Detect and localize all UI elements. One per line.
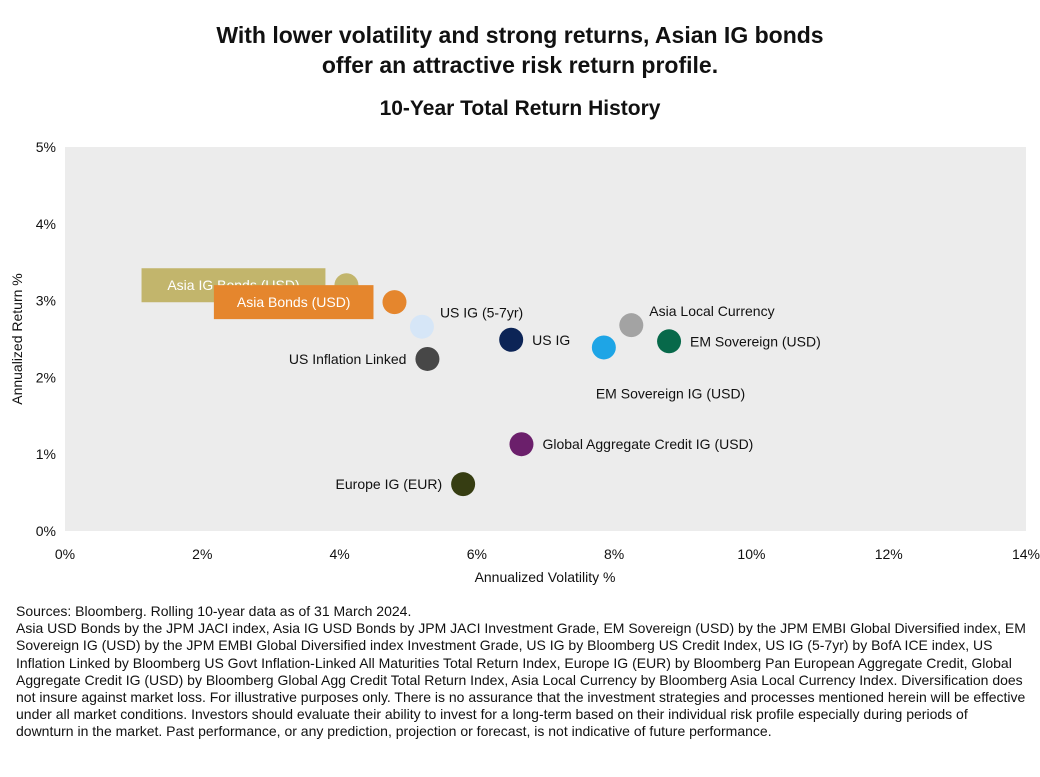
source-line: Sources: Bloomberg. Rolling 10-year data… [16,603,412,619]
point-us-ig [499,327,524,352]
point-label-em-sovereign-usd: EM Sovereign (USD) [690,333,821,349]
plot-area [65,147,1026,531]
y-tick-label: 5% [36,139,56,155]
y-axis-label: Annualized Return % [9,273,25,405]
x-tick-label: 10% [737,546,765,562]
headline: With lower volatility and strong returns… [0,20,1040,80]
x-tick-label: 14% [1012,546,1040,562]
point-label-us-ig: US IG [532,332,570,348]
x-tick-label: 8% [604,546,624,562]
x-tick-label: 2% [192,546,212,562]
point-label-asia-bonds-usd: Asia Bonds (USD) [237,294,351,310]
y-axis-ticks: 0% 1% 2% 3% 4% 5% [36,139,56,539]
point-global-aggregate-credit-ig-usd [509,432,534,457]
headline-line-2: offer an attractive risk return profile. [321,52,719,78]
x-tick-label: 4% [329,546,349,562]
x-tick-label: 12% [875,546,903,562]
scatter-chart: 0%1%2%3%4%5% 0% 2% 4% 6% 8% 10% 12% 14% Asia IG… [9,139,1040,585]
point-em-sovereign-usd [657,329,682,354]
point-asia-local-currency [619,313,644,338]
point-us-ig-5-7yr [409,314,434,339]
y-tick-label: 4% [36,216,56,232]
y-tick-label: 2% [36,369,56,385]
source-notes: Sources: Bloomberg. Rolling 10-year data… [16,603,1028,741]
point-em-sovereign-ig-usd [591,335,616,360]
point-label-asia-local-currency: Asia Local Currency [649,303,774,319]
point-label-global-aggregate-credit-ig-usd: Global Aggregate Credit IG (USD) [542,436,753,452]
headline-line-1: With lower volatility and strong returns… [216,22,824,48]
y-tick-label: 3% [36,293,56,309]
x-tick-label: 0% [55,546,75,562]
point-label-europe-ig-eur: Europe IG (EUR) [336,476,443,492]
x-axis-label: Annualized Volatility % [475,569,616,585]
point-label-us-ig-5-7yr: US IG (5-7yr) [440,305,523,321]
point-us-inflation-linked [415,346,440,371]
chart-title: 10-Year Total Return History [379,97,661,120]
source-body: Asia USD Bonds by the JPM JACI index, As… [16,620,1026,740]
y-tick-label: 1% [36,446,56,462]
data-points: Asia IG Bonds (USD)Asia Bonds (USD)US IG… [141,268,821,497]
x-tick-label: 6% [467,546,487,562]
point-asia-bonds-usd [382,290,407,315]
label-box-asia-bonds-usd [213,285,374,320]
point-label-em-sovereign-ig-usd: EM Sovereign IG (USD) [596,385,745,401]
point-label-us-inflation-linked: US Inflation Linked [289,351,407,367]
x-axis-ticks: 0% 2% 4% 6% 8% 10% 12% 14% [55,546,1040,562]
point-europe-ig-eur [451,472,476,497]
y-tick-label: 0% [36,523,56,539]
